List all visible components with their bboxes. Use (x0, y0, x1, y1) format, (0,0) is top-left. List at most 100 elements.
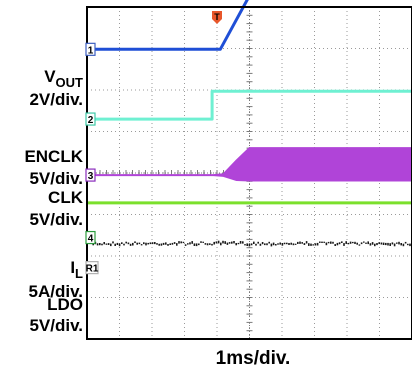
trace-noise-dot (145, 242, 147, 246)
trace-noise-dot (167, 244, 169, 246)
trace-noise-dot (407, 243, 409, 246)
trace-clk (87, 147, 412, 182)
trace-noise-dot (231, 241, 233, 244)
trace-noise-dot (149, 242, 152, 245)
trace-noise-dot (173, 242, 176, 244)
channel-name-subscript: OUT (56, 75, 84, 90)
trace-noise-dot (360, 242, 363, 245)
trace-noise-dot (387, 242, 389, 246)
trace-noise-dot (180, 241, 182, 244)
trace-noise-dot (402, 243, 405, 247)
trace-noise-dot (286, 242, 288, 245)
trace-noise-dot (308, 243, 310, 246)
trace-v (87, 0, 249, 51)
trace-noise-dot (162, 242, 165, 245)
trace-noise-dot (292, 243, 295, 246)
channel-marker-number: 3 (88, 171, 94, 182)
trace-noise-dot (132, 242, 134, 246)
trace-noise-dot (253, 241, 255, 244)
channel-name-5: IL (70, 258, 83, 281)
trace-noise-dot (213, 241, 215, 245)
trace-noise-dot (332, 241, 334, 244)
trace-noise-dot (228, 242, 231, 244)
trace-noise-dot (189, 242, 191, 245)
channel-marker-box (85, 168, 96, 182)
trace-noise-dot (367, 241, 369, 245)
trace-noise-dot (330, 241, 332, 244)
trace-noise-dot (376, 243, 378, 246)
trace-noise-dot (380, 242, 383, 245)
trace-noise-dot (151, 242, 154, 245)
trace-noise-dot (140, 244, 143, 246)
trace-noise-dot (356, 242, 358, 245)
channel-marker-number: 4 (88, 234, 94, 245)
trace-noise-dot (305, 241, 308, 244)
trace-noise-dot (127, 242, 130, 245)
trace-noise-dot (125, 241, 127, 244)
trace-noise-dot (275, 244, 277, 246)
trace-noise-dot (389, 243, 391, 246)
trace-noise-dot (165, 242, 167, 245)
trace-noise-dot (118, 243, 121, 247)
channel-marker-number: 1 (88, 45, 94, 56)
trace-noise-dot (235, 243, 237, 246)
trace-noise-dot (290, 242, 292, 245)
trace-noise-dot (134, 241, 136, 243)
trace-noise-dot (334, 244, 336, 246)
trace-noise-dot (345, 241, 347, 244)
trace-noise-dot (314, 243, 317, 246)
trace-noise-dot (301, 242, 303, 244)
trace-noise-dot (215, 241, 218, 244)
trace-noise-dot (171, 242, 174, 245)
trace-noise-dot (222, 240, 224, 244)
trace-noise-dot (391, 242, 394, 245)
trace-noise-dot (316, 242, 319, 246)
trace-noise-dot (239, 241, 242, 244)
trace-noise-dot (224, 241, 226, 244)
trace-noise-dot (270, 243, 273, 247)
trace-noise-dot (154, 242, 156, 245)
trace-noise-dot (123, 243, 125, 246)
trace-noise-dot (363, 241, 365, 243)
trace-noise-dot (378, 242, 380, 245)
trace-noise-dot (202, 241, 204, 243)
channel-labels: VOUT2V/div.ENCLK5V/div.CLK5V/div.IL5A/di… (24, 67, 83, 335)
trigger-marker-label: T (214, 12, 220, 22)
trace-noise-dot (103, 242, 105, 245)
trace-noise-dot (321, 241, 323, 243)
trace-noise-dot (107, 243, 110, 245)
trace-noise-dot (371, 242, 374, 245)
trace-noise-dot (396, 242, 398, 244)
trace-noise-dot (325, 242, 328, 246)
trace-noise-dot (96, 243, 99, 246)
trace-noise-dot (178, 241, 180, 244)
trace-noise-dot (404, 241, 407, 244)
trace-noise-dot (209, 243, 211, 245)
trace-noise-dot (112, 241, 114, 244)
trace-noise-dot (338, 242, 341, 245)
trace-noise-dot (343, 243, 345, 246)
trace-noise-dot (393, 243, 396, 247)
trace-noise-dot (283, 242, 286, 245)
trace-noise-dot (169, 243, 171, 245)
trace-noise-dot (398, 241, 400, 245)
trace-noise-dot (184, 244, 187, 246)
trace-noise-dot (147, 242, 149, 245)
trace-noise-dot (92, 243, 94, 246)
channel-marker-box (85, 261, 99, 275)
trace-noise-dot (288, 243, 290, 245)
channel-marker-number: R1 (86, 264, 99, 275)
channel-scale-5: 5A/div. (29, 282, 83, 301)
trace-noise-dot (248, 243, 251, 247)
trace-noise-dot (250, 243, 253, 246)
trace-noise-dot (268, 241, 270, 244)
trace-noise-dot (206, 243, 209, 246)
trace-noise-dot (277, 243, 279, 245)
trace-noise-dot (299, 241, 301, 244)
trace-noise-dot (200, 241, 202, 243)
channel-marker-number: 2 (88, 115, 94, 126)
channel-name-subscript: L (75, 266, 83, 281)
graticule (86, 6, 412, 340)
trace-noise-dot (220, 242, 222, 246)
channel-name-3: CLK (48, 188, 84, 207)
